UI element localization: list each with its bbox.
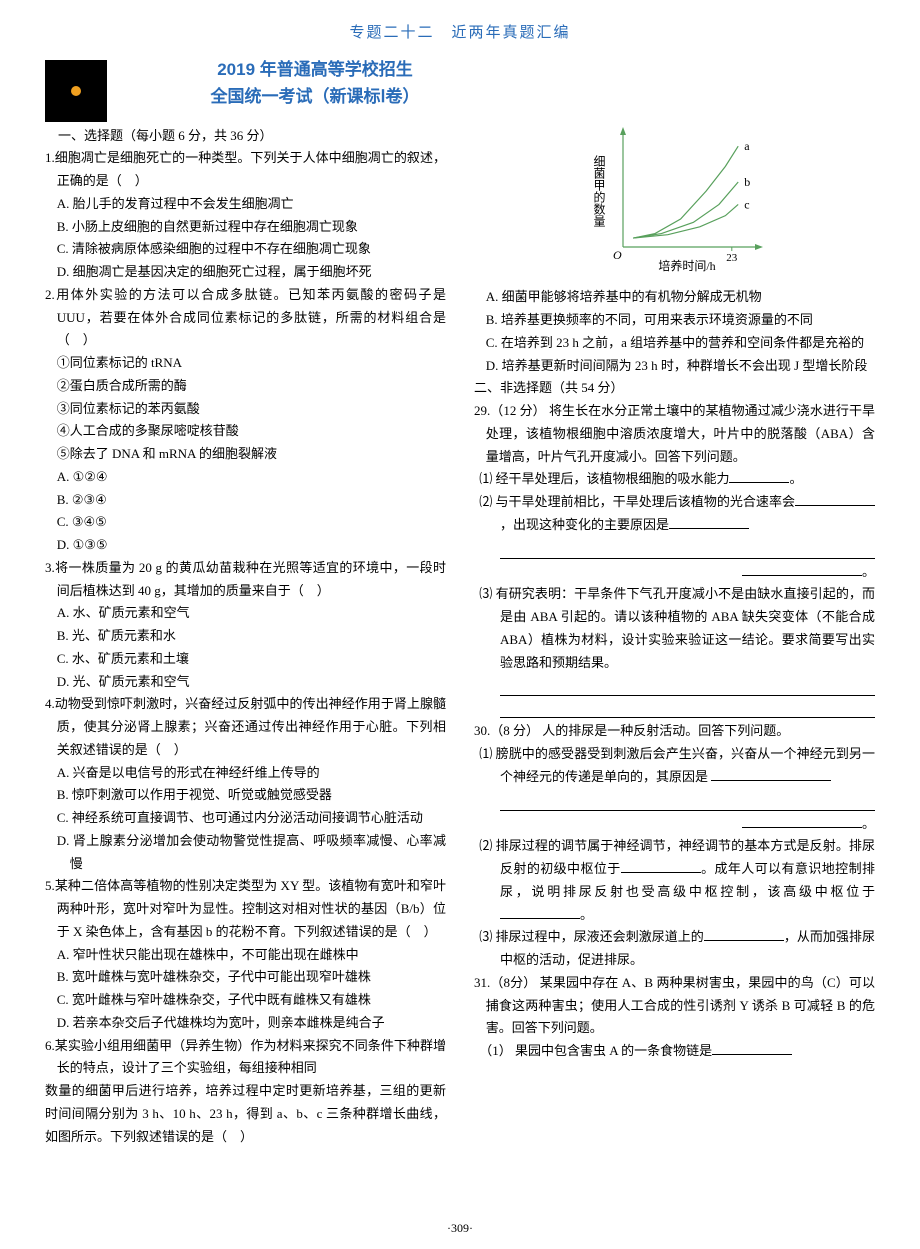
q30-s1: ⑴ 膀胱中的感受器受到刺激后会产生兴奋，兴奋从一个神经元到另一个神经元的传递是单… <box>479 746 875 784</box>
q30-s3a: ⑶ 排尿过程中，尿液还会刺激尿道上的 <box>479 929 704 944</box>
growth-chart-svg: 细菌甲的数量培养时间/h O 23 a bc <box>585 125 765 275</box>
section-1-head: 一、选择题（每小题 6 分，共 36 分） <box>45 125 446 148</box>
q3-stem: 3.将一株质量为 20 g 的黄瓜幼苗栽种在光照等适宜的环境中，一段时间后植株达… <box>45 557 446 603</box>
blank <box>712 1054 792 1055</box>
q2-item-1: ①同位素标记的 tRNA <box>45 352 446 375</box>
q2-opt-d: D. ①③⑤ <box>45 534 446 557</box>
q31-sub-1: （1） 果园中包含害虫 A 的一条食物链是 <box>474 1040 875 1063</box>
blank-line <box>500 676 875 696</box>
q5-opt-a: A. 窄叶性状只能出现在雄株中，不可能出现在雌株中 <box>45 944 446 967</box>
q29-stem: 29.（12 分） 将生长在水分正常土壤中的某植物通过减少浇水进行干旱处理，该植… <box>474 400 875 468</box>
svg-text:b: b <box>744 175 750 189</box>
q29-s2b: ，出现这种变化的主要原因是 <box>500 517 669 532</box>
q2-item-5: ⑤除去了 DNA 和 mRNA 的细胞裂解液 <box>45 443 446 466</box>
q29-sub-1: ⑴ 经干旱处理后，该植物根细胞的吸水能力 。 <box>474 468 875 491</box>
question-30: 30.（8 分） 人的排尿是一种反射活动。回答下列问题。 ⑴ 膀胱中的感受器受到… <box>474 720 875 972</box>
q1-opt-a: A. 胎儿手的发育过程中不会发生细胞凋亡 <box>45 193 446 216</box>
q1-opt-c: C. 清除被病原体感染细胞的过程中不存在细胞凋亡现象 <box>45 238 446 261</box>
q3-opt-c: C. 水、矿质元素和土壤 <box>45 648 446 671</box>
q2-item-3: ③同位素标记的苯丙氨酸 <box>45 398 446 421</box>
q5-opt-b: B. 宽叶雌株与宽叶雄株杂交，子代中可能出现窄叶雄株 <box>45 966 446 989</box>
blank <box>500 918 580 919</box>
blank <box>711 780 831 781</box>
question-29: 29.（12 分） 将生长在水分正常土壤中的某植物通过减少浇水进行干旱处理，该植… <box>474 400 875 718</box>
page-number: ·309· <box>0 1218 920 1239</box>
q1-stem: 1.细胞凋亡是细胞死亡的一种类型。下列关于人体中细胞凋亡的叙述，正确的是（ ） <box>45 147 446 193</box>
q6-opt-a: A. 细菌甲能够将培养基中的有机物分解成无机物 <box>474 286 875 309</box>
qr-code <box>45 60 107 122</box>
q6-opt-d: D. 培养基更新时间间隔为 23 h 时，种群增长不会出现 J 型增长阶段 <box>474 355 875 378</box>
q29-sub-3: ⑶ 有研究表明：干旱条件下气孔开度减小不是由缺水直接引起的，而是由 ABA 引起… <box>474 583 875 674</box>
q2-item-4: ④人工合成的多聚尿嘧啶核苷酸 <box>45 420 446 443</box>
q30-s2c: 。 <box>580 907 593 922</box>
q29-s1-tail: 。 <box>789 471 802 486</box>
q1-opt-d: D. 细胞凋亡是基因决定的细胞死亡过程，属于细胞坏死 <box>45 261 446 284</box>
exam-title: 2019 年普通高等学校招生 全国统一考试（新课标Ⅰ卷） <box>155 56 475 110</box>
q29-s2-tail: 。 <box>474 561 875 584</box>
question-31: 31.（8分） 某果园中存在 A、B 两种果树害虫，果园中的鸟（C）可以捕食这两… <box>474 972 875 1063</box>
blank-line <box>500 539 875 559</box>
svg-text:a: a <box>744 139 750 153</box>
q30-sub-2: ⑵ 排尿过程的调节属于神经调节，神经调节的基本方式是反射。排尿反射的初级中枢位于… <box>474 835 875 926</box>
question-3: 3.将一株质量为 20 g 的黄瓜幼苗栽种在光照等适宜的环境中，一段时间后植株达… <box>45 557 446 694</box>
q2-item-2: ②蛋白质合成所需的酶 <box>45 375 446 398</box>
svg-text:细菌甲的数量: 细菌甲的数量 <box>592 154 606 226</box>
q4-opt-d: D. 肾上腺素分泌增加会使动物警觉性提高、呼吸频率减慢、心率减慢 <box>45 830 446 876</box>
q30-stem: 30.（8 分） 人的排尿是一种反射活动。回答下列问题。 <box>474 720 875 743</box>
question-1: 1.细胞凋亡是细胞死亡的一种类型。下列关于人体中细胞凋亡的叙述，正确的是（ ） … <box>45 147 446 284</box>
q4-opt-a: A. 兴奋是以电信号的形式在神经纤维上传导的 <box>45 762 446 785</box>
question-4: 4.动物受到惊吓刺激时，兴奋经过反射弧中的传出神经作用于肾上腺髓质，使其分泌肾上… <box>45 693 446 875</box>
svg-text:培养时间/h: 培养时间/h <box>658 258 715 273</box>
q2-opt-a: A. ①②④ <box>45 466 446 489</box>
q30-s1-tail: 。 <box>474 813 875 836</box>
q3-opt-d: D. 光、矿质元素和空气 <box>45 671 446 694</box>
page-header: 专题二十二 近两年真题汇编 <box>45 20 875 46</box>
q5-stem: 5.某种二倍体高等植物的性别决定类型为 XY 型。该植物有宽叶和窄叶两种叶形，宽… <box>45 875 446 943</box>
q30-sub-1: ⑴ 膀胱中的感受器受到刺激后会产生兴奋，兴奋从一个神经元到另一个神经元的传递是单… <box>474 743 875 789</box>
q2-opt-b: B. ②③④ <box>45 489 446 512</box>
blank <box>704 940 784 941</box>
svg-text:23: 23 <box>726 252 738 264</box>
q31-stem: 31.（8分） 某果园中存在 A、B 两种果树害虫，果园中的鸟（C）可以捕食这两… <box>474 972 875 1040</box>
q3-opt-b: B. 光、矿质元素和水 <box>45 625 446 648</box>
q29-s2a: ⑵ 与干旱处理前相比，干旱处理后该植物的光合速率会 <box>479 494 795 509</box>
blank <box>795 505 875 506</box>
q1-opt-b: B. 小肠上皮细胞的自然更新过程中存在细胞凋亡现象 <box>45 216 446 239</box>
q6-chart: 细菌甲的数量培养时间/h O 23 a bc <box>474 125 875 283</box>
q31-s1: （1） 果园中包含害虫 A 的一条食物链是 <box>479 1043 712 1058</box>
q2-stem: 2.用体外实验的方法可以合成多肽链。已知苯丙氨酸的密码子是 UUU，若要在体外合… <box>45 284 446 352</box>
q2-opt-c: C. ③④⑤ <box>45 511 446 534</box>
svg-text:O: O <box>613 248 622 262</box>
q3-opt-a: A. 水、矿质元素和空气 <box>45 602 446 625</box>
exam-title-line1: 2019 年普通高等学校招生 <box>155 56 475 83</box>
q5-opt-c: C. 宽叶雌株与窄叶雄株杂交，子代中既有雌株又有雄株 <box>45 989 446 1012</box>
q4-opt-c: C. 神经系统可直接调节、也可通过内分泌活动间接调节心脏活动 <box>45 807 446 830</box>
q6-opt-b: B. 培养基更换频率的不同，可用来表示环境资源量的不同 <box>474 309 875 332</box>
q5-opt-d: D. 若亲本杂交后子代雄株均为宽叶，则亲本雌株是纯合子 <box>45 1012 446 1035</box>
q29-sub-2: ⑵ 与干旱处理前相比，干旱处理后该植物的光合速率会 ，出现这种变化的主要原因是 <box>474 491 875 537</box>
question-5: 5.某种二倍体高等植物的性别决定类型为 XY 型。该植物有宽叶和窄叶两种叶形，宽… <box>45 875 446 1034</box>
svg-text:c: c <box>744 197 749 211</box>
section-2-head: 二、非选择题（共 54 分） <box>474 377 875 400</box>
q6-stem-p1: 6.某实验小组用细菌甲（异养生物）作为材料来探究不同条件下种群增长的特点，设计了… <box>45 1035 446 1081</box>
exam-title-line2: 全国统一考试（新课标Ⅰ卷） <box>155 83 475 110</box>
q4-stem: 4.动物受到惊吓刺激时，兴奋经过反射弧中的传出神经作用于肾上腺髓质，使其分泌肾上… <box>45 693 446 761</box>
q4-opt-b: B. 惊吓刺激可以作用于视觉、听觉或触觉感受器 <box>45 784 446 807</box>
q6-stem-p2: 数量的细菌甲后进行培养，培养过程中定时更新培养基，三组的更新时间间隔分别为 3 … <box>45 1080 446 1148</box>
blank <box>621 872 701 873</box>
q30-sub-3: ⑶ 排尿过程中，尿液还会刺激尿道上的，从而加强排尿中枢的活动，促进排尿。 <box>474 926 875 972</box>
q29-s1-text: ⑴ 经干旱处理后，该植物根细胞的吸水能力 <box>479 471 729 486</box>
blank <box>729 482 789 483</box>
blank-line <box>500 698 875 718</box>
q6-opt-c: C. 在培养到 23 h 之前，a 组培养基中的营养和空间条件都是充裕的 <box>474 332 875 355</box>
question-2: 2.用体外实验的方法可以合成多肽链。已知苯丙氨酸的密码子是 UUU，若要在体外合… <box>45 284 446 557</box>
blank-line <box>500 791 875 811</box>
blank <box>669 528 749 529</box>
